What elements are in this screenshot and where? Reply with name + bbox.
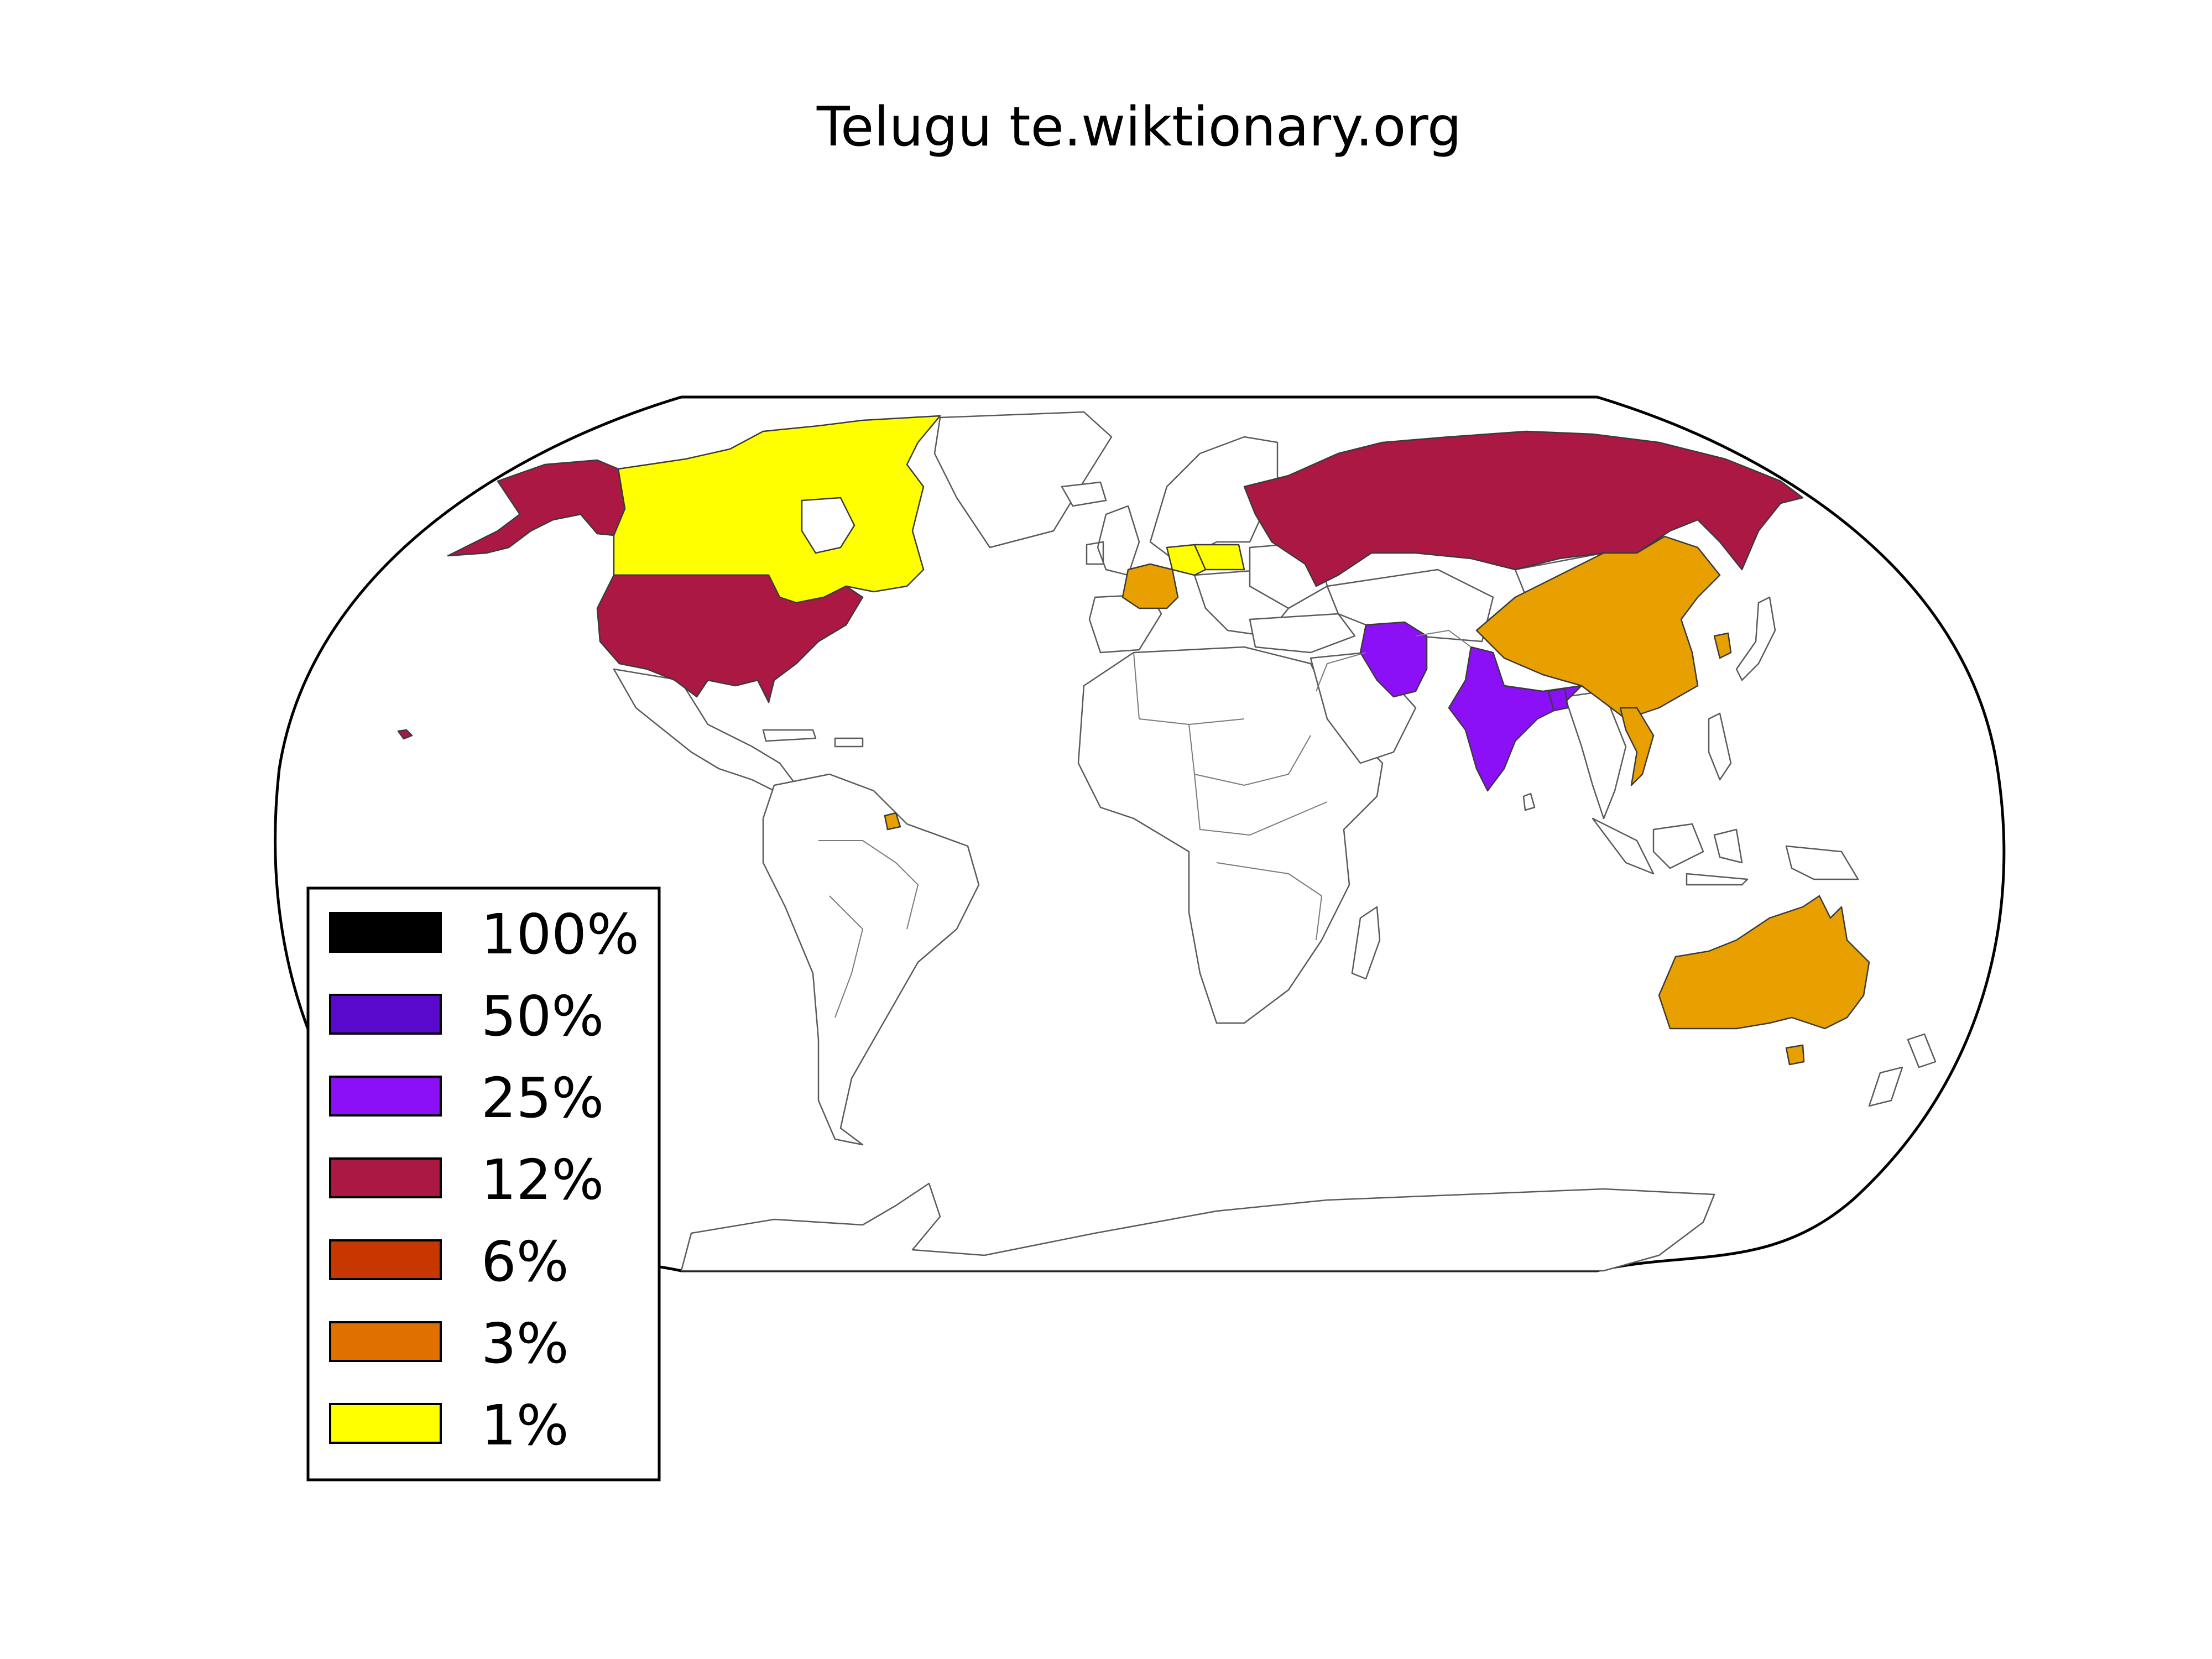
new-zealand <box>1868 1033 1937 1107</box>
japan <box>1735 596 1776 681</box>
region-hawaii <box>397 729 413 740</box>
map-title: Telugu te.wiktionary.org <box>816 96 1462 159</box>
region-france <box>1121 563 1179 609</box>
region-united-states <box>596 574 864 703</box>
region-south-korea <box>1713 632 1732 659</box>
central-asia <box>1326 568 1494 643</box>
iceland <box>1061 481 1107 507</box>
legend-swatch-100 <box>329 912 442 953</box>
region-russia <box>1243 430 1804 587</box>
legend-entry: 100% <box>329 902 639 967</box>
antarctica <box>680 1182 1715 1272</box>
land-layer <box>613 411 1937 1272</box>
legend-swatch-6 <box>329 1239 442 1280</box>
greenland <box>933 411 1113 549</box>
region-french-guiana <box>884 812 901 831</box>
choropleth-layer <box>397 415 1870 1066</box>
region-iran <box>1359 621 1428 698</box>
legend-entry: 12% <box>329 1147 604 1212</box>
turkey <box>1249 613 1356 654</box>
legend-swatch-25 <box>329 1076 442 1117</box>
legend-label: 12% <box>481 1147 604 1212</box>
caribbean <box>762 729 864 748</box>
legend-swatch-3 <box>329 1321 442 1362</box>
legend-label: 25% <box>481 1066 604 1130</box>
legend-label: 50% <box>481 984 604 1048</box>
legend-label: 1% <box>481 1393 569 1458</box>
sri-lanka <box>1522 792 1536 811</box>
region-germany <box>1166 544 1207 576</box>
region-india <box>1448 646 1583 792</box>
region-china <box>1475 535 1721 720</box>
region-alaska <box>447 459 626 557</box>
region-tasmania <box>1785 1044 1805 1066</box>
legend-swatch-12 <box>329 1157 442 1198</box>
region-vietnam <box>1619 707 1655 786</box>
legend-swatch-50 <box>329 994 442 1035</box>
south-america <box>762 773 980 1146</box>
indonesia <box>1592 817 1859 886</box>
legend: 100% 50% 25% 12% 6% 3% 1% <box>306 886 661 1481</box>
legend-entry: 3% <box>329 1311 569 1376</box>
region-australia <box>1658 895 1870 1030</box>
legend-entry: 1% <box>329 1393 569 1458</box>
legend-entry: 25% <box>329 1066 604 1130</box>
madagascar <box>1351 906 1381 980</box>
region-bangladesh <box>1547 687 1569 712</box>
legend-entry: 50% <box>329 984 604 1048</box>
region-poland <box>1193 544 1245 571</box>
hudson-bay <box>801 497 855 554</box>
legend-label: 3% <box>481 1311 569 1376</box>
legend-label: 6% <box>481 1229 569 1294</box>
philippines <box>1708 712 1732 781</box>
country-borders <box>818 629 1472 1018</box>
legend-swatch-1 <box>329 1403 442 1444</box>
legend-entry: 6% <box>329 1229 569 1294</box>
legend-label: 100% <box>481 902 639 967</box>
